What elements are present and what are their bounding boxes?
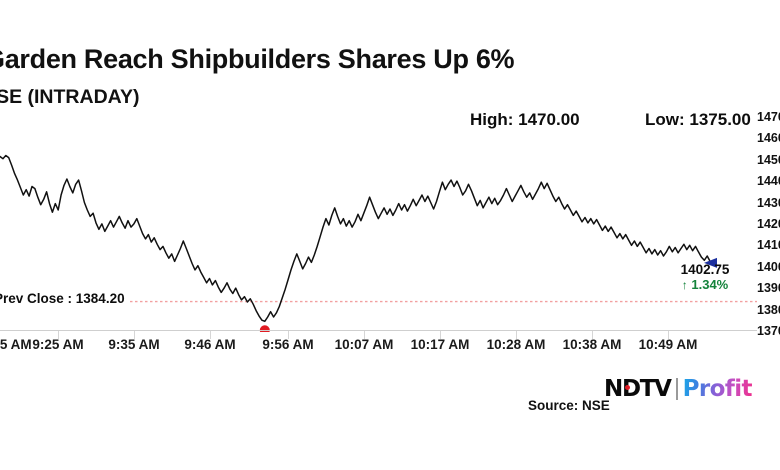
y-axis-tick-label: 1440 <box>757 174 780 189</box>
price-line <box>0 154 714 323</box>
y-axis-tick-label: 1370 <box>757 324 780 338</box>
y-axis-tick-label: 1470 <box>757 110 780 124</box>
x-axis-tick-label: 10:07 AM <box>334 337 394 352</box>
x-axis-tick-mark <box>288 331 289 339</box>
prev-close-label: Prev Close : 1384.20 <box>0 291 128 306</box>
y-axis-tick-label: 1390 <box>757 281 780 296</box>
x-axis-tick-label: 10:38 AM <box>562 337 622 352</box>
x-axis-tick-label: 10:49 AM <box>638 337 698 352</box>
chart-subtitle: NSE (INTRADAY) <box>0 86 140 108</box>
x-axis-tick-label: 10:17 AM <box>410 337 470 352</box>
logo-divider <box>675 378 678 400</box>
day-high-label: High: 1470.00 <box>470 110 580 129</box>
page-title: Garden Reach Shipbuilders Shares Up 6% <box>0 44 515 74</box>
x-axis-tick-mark <box>210 331 211 339</box>
y-axis-tick-label: 1400 <box>757 259 780 274</box>
y-axis-tick-label: 1450 <box>757 152 780 167</box>
x-axis-tick-label: 9:35 AM <box>108 337 160 352</box>
x-axis-tick-mark <box>668 331 669 339</box>
last-price-value: 1402.75 <box>680 262 730 277</box>
y-axis-tick-label: 1420 <box>757 217 780 231</box>
x-axis-tick-mark <box>364 331 365 339</box>
x-axis-tick-mark <box>516 331 517 339</box>
last-price-marker <box>704 257 717 268</box>
x-axis-tick-mark <box>592 331 593 339</box>
ndtv-text: NDTV <box>604 376 672 402</box>
up-arrow-icon: ↑ <box>681 278 688 292</box>
x-axis-tick-label: 9:25 AM <box>32 337 84 352</box>
price-change-badge: ↑ 1.34% <box>682 277 729 292</box>
y-axis-tick-label: 1430 <box>757 195 780 210</box>
y-axis-tick-label: 1410 <box>757 238 780 253</box>
x-axis-tick-mark <box>58 331 59 339</box>
x-axis-tick-mark <box>440 331 441 339</box>
day-low-label: Low: 1375.00 <box>645 110 751 129</box>
profit-wordmark: Profit <box>682 376 753 402</box>
price-change-value: 1.34% <box>691 277 729 292</box>
ndtv-red-dot-icon <box>625 385 630 390</box>
y-axis-tick-label: 1460 <box>757 131 780 146</box>
ndtv-profit-logo: NDTV Profit <box>604 376 753 402</box>
y-axis-tick-label: 1380 <box>757 302 780 317</box>
x-axis-tick-label: 9:46 AM <box>184 337 236 352</box>
x-axis-line <box>0 330 757 331</box>
x-axis-tick-label: 9:15 AM <box>0 337 32 352</box>
ndtv-wordmark: NDTV <box>604 376 672 402</box>
x-axis-tick-label: 9:56 AM <box>262 337 314 352</box>
x-axis-tick-mark <box>134 331 135 339</box>
x-axis-tick-label: 10:28 AM <box>486 337 546 352</box>
source-label: Source: NSE <box>528 398 610 413</box>
